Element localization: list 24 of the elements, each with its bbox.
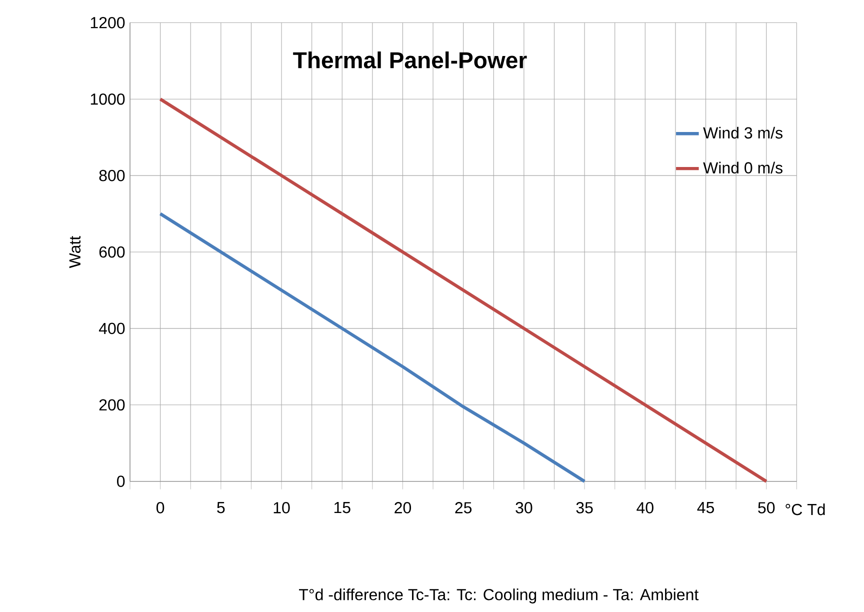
x-tick-label: 30	[516, 502, 532, 514]
x-tick-label: 20	[394, 502, 412, 514]
x-tick-label: 0	[156, 502, 164, 514]
legend-label: Wind 3 m/s	[703, 126, 782, 139]
y-tick-label: 600	[99, 246, 125, 258]
x-axis-title: °C Td	[786, 503, 825, 516]
text: Thermal Panel-Power	[293, 51, 527, 68]
x-tick-label: 50	[758, 502, 775, 514]
x-tick-label: 15	[334, 502, 350, 514]
y-tick-label: 400	[98, 322, 125, 334]
legend-label: Wind 0 m/s	[703, 162, 782, 174]
x-tick-label: 40	[636, 502, 654, 514]
x-tick-label: 25	[455, 502, 472, 514]
y-tick-label: 0	[117, 476, 125, 487]
y-axis-title: Watt	[69, 236, 81, 268]
y-tick-label: 1000	[90, 93, 125, 105]
x-tick-label: 5	[217, 502, 225, 514]
text: T°d -difference Tc-Ta: Tc: Cooling medium - Ta: Ambient	[299, 588, 699, 604]
x-tick-label: 10	[274, 502, 290, 514]
y-tick-label: 1200	[90, 17, 125, 28]
x-tick-label: 45	[697, 502, 714, 514]
x-tick-label: 35	[576, 502, 593, 514]
y-tick-label: 200	[99, 399, 125, 411]
y-tick-label: 800	[99, 170, 125, 182]
